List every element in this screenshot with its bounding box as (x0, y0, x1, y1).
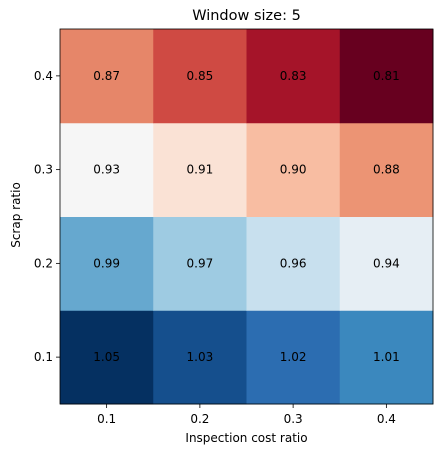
y-axis-ticks: 0.1 0.2 0.3 0.4 (34, 69, 60, 364)
cell-value-label: 1.01 (373, 350, 400, 364)
y-axis-label: Scrap ratio (9, 182, 23, 248)
heatmap-cell (153, 216, 247, 311)
heatmap-cell (246, 122, 341, 217)
cell-value-label: 1.02 (280, 350, 307, 364)
heatmap-cell (339, 310, 434, 405)
y-tick-label: 0.4 (34, 69, 53, 83)
chart-title: Window size: 5 (192, 8, 301, 24)
heatmap-cell (246, 310, 341, 405)
x-tick-label: 0.4 (377, 412, 396, 426)
cell-value-label: 1.05 (93, 350, 120, 364)
cell-value-label: 0.87 (93, 69, 120, 83)
heatmap-cell (153, 122, 247, 217)
plot-frame (59, 28, 434, 405)
heatmap-cell (60, 310, 154, 405)
cell-value-label: 0.94 (373, 256, 400, 270)
cell-value-label: 0.83 (280, 69, 307, 83)
heatmap-cell (246, 216, 341, 311)
heatmap-cell (339, 122, 434, 217)
heatmap-cell (60, 216, 154, 311)
x-axis-label: Inspection cost ratio (185, 431, 307, 445)
cell-value-label: 0.90 (280, 163, 307, 177)
heatmap-cell (339, 29, 434, 124)
x-axis-ticks: 0.1 0.2 0.3 0.4 (97, 404, 396, 426)
cell-value-label: 0.96 (280, 256, 307, 270)
y-tick-label: 0.1 (34, 350, 53, 364)
heatmap-cell (60, 122, 154, 217)
x-tick-label: 0.3 (284, 412, 303, 426)
cell-value-label: 0.97 (187, 256, 214, 270)
heatmap-cell (246, 29, 341, 124)
cell-value-label: 1.03 (187, 350, 214, 364)
cell-value-label: 0.85 (187, 69, 214, 83)
x-tick-label: 0.1 (97, 412, 116, 426)
cell-value-label: 0.81 (373, 69, 400, 83)
y-tick-label: 0.2 (34, 256, 53, 270)
cell-value-label: 0.99 (93, 256, 120, 270)
cell-value-label: 0.88 (373, 163, 400, 177)
heatmap-cells (60, 29, 434, 405)
heatmap-cell (339, 216, 434, 311)
cell-value-label: 0.91 (187, 163, 214, 177)
x-tick-label: 0.2 (190, 412, 209, 426)
heatmap-cell (153, 310, 247, 405)
heatmap-cell (153, 29, 247, 124)
y-tick-label: 0.3 (34, 163, 53, 177)
heatmap-cell-labels: 1.05 1.03 1.02 1.01 0.99 0.97 0.96 0.94 0.93 0.91… (93, 69, 399, 364)
heatmap-cell (60, 29, 154, 124)
cell-value-label: 0.93 (93, 163, 120, 177)
